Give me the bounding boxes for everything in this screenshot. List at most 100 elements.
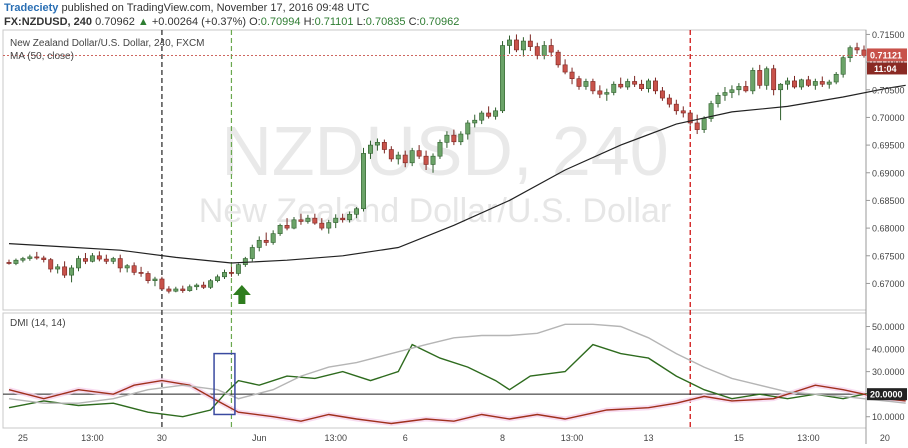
candle-body	[632, 81, 638, 85]
candle-body	[785, 80, 790, 85]
candle-body	[590, 81, 596, 92]
candle-body	[388, 149, 394, 160]
candle-body	[666, 97, 672, 105]
price-tick-label: 0.70500	[872, 85, 905, 95]
dmi-level-tag	[867, 388, 907, 401]
candle-body	[89, 255, 95, 262]
candle-body	[312, 217, 318, 224]
dmi-level-tag-text: 20.0000	[870, 390, 903, 400]
candle-body	[249, 247, 255, 259]
open-value: 0.70994	[260, 16, 301, 28]
candle-body	[55, 266, 61, 270]
time-tick-label: 8	[500, 433, 505, 443]
candle-body	[500, 45, 505, 112]
candle-body	[694, 122, 700, 130]
candle-body	[701, 118, 707, 130]
dmi-tick-label: 10.0000	[872, 412, 905, 422]
candle-body	[513, 39, 519, 51]
candle-body	[62, 266, 68, 276]
price-tick-label: 0.67500	[872, 251, 905, 261]
candle-body	[555, 51, 561, 66]
vline-layer	[161, 30, 691, 428]
candle-body	[576, 78, 582, 87]
watermark-name: New Zealand Dollar/U.S. Dollar	[199, 192, 671, 230]
open-label: O:	[249, 16, 261, 28]
candle-body	[242, 258, 248, 265]
candle-body	[159, 278, 165, 290]
candle-body	[228, 272, 234, 274]
candle-body	[750, 70, 756, 92]
candle-body	[263, 239, 269, 243]
candle-body	[291, 219, 297, 229]
candle-body	[319, 222, 325, 229]
axis-layer: 0.67000 0.67500 0.68000 0.68500 0.69000 0.695…	[3, 30, 907, 443]
dmi-legend: DMI (14, 14)	[10, 318, 66, 329]
candle-body	[395, 154, 401, 160]
time-tick-label: 15	[734, 433, 744, 443]
candle-body	[687, 112, 693, 124]
candle-body	[201, 284, 207, 288]
candle-body	[83, 258, 88, 262]
candle-body	[27, 256, 33, 259]
candle-body	[402, 154, 408, 164]
candle-body	[145, 273, 151, 281]
candle-body	[381, 142, 387, 150]
candle-body	[646, 80, 651, 89]
candle-body	[270, 233, 276, 243]
candle-body	[13, 259, 19, 264]
close-label: C:	[408, 16, 420, 28]
candle-body	[298, 219, 304, 222]
candle-body	[798, 79, 804, 88]
candle-body	[847, 47, 853, 58]
candle-body	[131, 265, 137, 273]
candle-body	[527, 40, 533, 47]
main-pane-title: New Zealand Dollar/U.S. Dollar, 240, FXC…	[10, 38, 205, 49]
publisher-name[interactable]: Tradeciety	[4, 2, 59, 14]
candle-body	[124, 265, 130, 269]
frame-layer	[2, 29, 867, 444]
candle-body	[451, 134, 457, 143]
candle-body	[354, 208, 360, 215]
candle-body	[673, 103, 679, 112]
candle-body	[20, 258, 26, 261]
high-value: 0.71101	[314, 16, 354, 28]
candle-body	[333, 217, 339, 223]
candle-body	[138, 272, 144, 274]
published-text: published on TradingView.com, November 1…	[61, 2, 370, 14]
candle-body	[347, 213, 353, 221]
price-tick-label: 0.67000	[872, 279, 905, 289]
candle-body	[173, 288, 179, 292]
candle-body	[256, 239, 262, 248]
candle-body	[639, 83, 645, 89]
time-tick-label: 20	[880, 433, 890, 443]
candle-body	[778, 83, 784, 91]
price-tick-label: 0.70000	[872, 113, 905, 123]
candle-body	[653, 80, 658, 92]
candle-body	[423, 155, 429, 165]
candle-body	[569, 71, 575, 79]
candle-body	[409, 150, 415, 164]
candle-body	[235, 264, 241, 274]
time-tick-label: 25	[18, 433, 28, 443]
ma-line	[8, 84, 906, 264]
dmi-highlight-box	[213, 352, 236, 416]
price-tick-label: 0.71500	[872, 30, 905, 40]
price-tick-label: 0.69500	[872, 141, 905, 151]
candle-body	[604, 92, 610, 95]
candle-layer	[6, 34, 867, 294]
price-tick-label: 0.68000	[872, 224, 905, 234]
dmi-layer	[3, 323, 906, 427]
price-tick-label: 0.68500	[872, 196, 905, 206]
candle-body	[110, 258, 116, 262]
candle-body	[368, 144, 373, 154]
candle-body	[152, 278, 158, 281]
time-tick-label: 30	[157, 433, 167, 443]
candle-body	[771, 68, 777, 91]
candle-body	[722, 92, 728, 96]
candle-body	[826, 81, 832, 85]
main-pane-frame	[2, 29, 867, 311]
candle-body	[48, 259, 54, 270]
candle-body	[757, 70, 763, 86]
candle-body	[416, 150, 422, 157]
